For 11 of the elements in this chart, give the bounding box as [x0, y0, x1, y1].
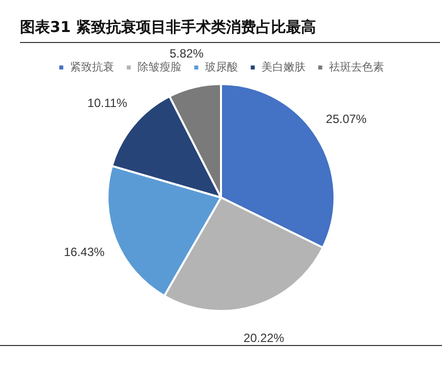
- data-label: 20.22%: [244, 330, 285, 345]
- data-label: 16.43%: [64, 244, 105, 259]
- legend-label: 美白嫩肤: [261, 60, 306, 74]
- legend-label: 紧致抗衰: [70, 60, 114, 74]
- data-label: 25.07%: [326, 112, 367, 126]
- data-label: 10.11%: [87, 96, 128, 110]
- chart-title: 图表31 紧致抗衰项目非手术类消费占比最高: [20, 18, 440, 43]
- legend-label: 祛斑去色素: [328, 60, 384, 74]
- data-label: 5.82%: [170, 46, 204, 60]
- legend-label: 除皱瘦脸: [137, 60, 182, 74]
- legend-label: 玻尿酸: [204, 60, 238, 74]
